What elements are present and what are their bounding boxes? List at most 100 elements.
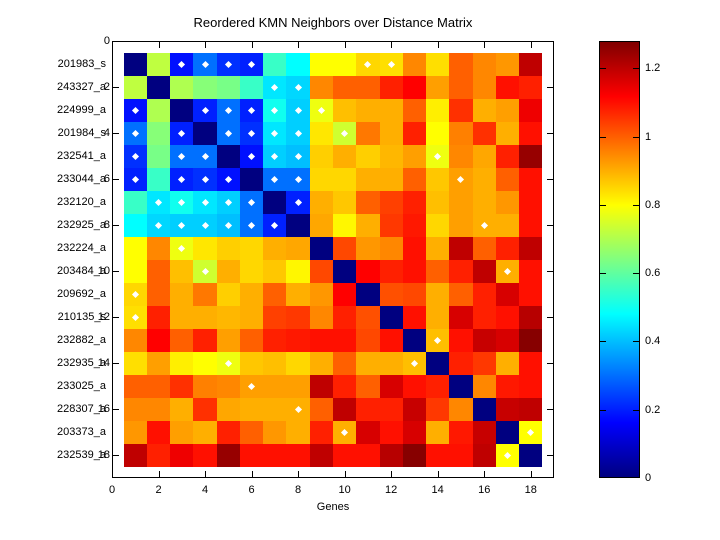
heatmap-cell (473, 444, 496, 467)
heatmap-cell (124, 214, 147, 237)
heatmap-cell (333, 352, 356, 375)
colorbar-tick-mark (633, 68, 639, 69)
heatmap-cell (449, 191, 473, 214)
heatmap-cell (124, 352, 147, 375)
gene-label: 209692_a (57, 288, 106, 300)
heatmap-cell (124, 76, 147, 99)
heatmap-cell (356, 352, 380, 375)
axis-tick-mark (345, 471, 346, 477)
gene-label: 232925_a (57, 219, 106, 231)
axis-tick-mark (113, 179, 119, 180)
heatmap-cell (403, 214, 426, 237)
heatmap-cell (519, 191, 542, 214)
heatmap-cell (473, 237, 496, 260)
heatmap-cell (263, 329, 286, 352)
heatmap-cell (356, 191, 380, 214)
heatmap-cell (263, 444, 286, 467)
heatmap-cell (496, 122, 519, 145)
axis-tick-mark (547, 363, 553, 364)
heatmap-cell (333, 375, 356, 398)
axis-tick-mark (438, 471, 439, 477)
colorbar-tick-mark (633, 205, 639, 206)
axis-tick-mark (547, 41, 553, 42)
heatmap-cell (426, 122, 449, 145)
heatmap-cell (240, 398, 263, 421)
heatmap-cell (193, 76, 217, 99)
heatmap-cell (496, 283, 519, 306)
axis-tick-mark (113, 41, 119, 42)
x-tick-label: 4 (201, 484, 209, 496)
heatmap-cell (147, 260, 170, 283)
gene-label: 228307_a (57, 403, 106, 415)
heatmap-cell (124, 444, 147, 467)
gene-label: 201984_s (57, 127, 106, 139)
heatmap-cell (473, 375, 496, 398)
heatmap-cell (380, 352, 403, 375)
heatmap-cell (380, 122, 403, 145)
y-tick-label: 8 (103, 219, 110, 231)
heatmap-cell (403, 191, 426, 214)
heatmap-cell (449, 398, 473, 421)
axis-tick-mark (252, 471, 253, 477)
chart-title: Reordered KMN Neighbors over Distance Ma… (193, 15, 473, 30)
heatmap-cell (217, 260, 240, 283)
heatmap-cell (193, 122, 217, 145)
axis-tick-mark (484, 42, 485, 48)
heatmap-cell (519, 352, 542, 375)
y-tick-label: 16 (97, 403, 110, 415)
heatmap-cell (240, 421, 263, 444)
axis-tick-mark (298, 42, 299, 48)
heatmap-cell (449, 329, 473, 352)
heatmap-cell (263, 283, 286, 306)
axis-tick-mark (113, 271, 119, 272)
heatmap-cell (426, 53, 449, 76)
heatmap-cell (449, 352, 473, 375)
heatmap-cell (193, 398, 217, 421)
heatmap-cell (310, 237, 333, 260)
axis-tick-mark (113, 225, 119, 226)
heatmap-cell (333, 260, 356, 283)
heatmap-cell (496, 168, 519, 191)
axis-tick-mark (531, 42, 532, 48)
heatmap-cell (403, 168, 426, 191)
heatmap-cell (403, 145, 426, 168)
heatmap-cell (333, 214, 356, 237)
colorbar-tick-mark (600, 273, 606, 274)
heatmap-cell (286, 421, 310, 444)
heatmap-cell (519, 306, 542, 329)
heatmap-cell (380, 76, 403, 99)
heatmap-cell (519, 260, 542, 283)
y-tick-label: 12 (97, 311, 110, 323)
gene-label: 233044_a (57, 173, 106, 185)
heatmap-cell (310, 352, 333, 375)
heatmap-cell (147, 421, 170, 444)
heatmap-cell (519, 122, 542, 145)
axis-tick-mark (112, 471, 113, 477)
heatmap-cell (286, 352, 310, 375)
y-tick-label: 14 (97, 357, 110, 369)
heatmap-cell (310, 283, 333, 306)
heatmap-cell (193, 421, 217, 444)
heatmap-cell (170, 306, 193, 329)
heatmap-cell (217, 283, 240, 306)
heatmap-cell (496, 306, 519, 329)
colorbar-tick-label: 0.8 (645, 198, 661, 211)
axis-tick-mark (547, 409, 553, 410)
heatmap-cell (263, 53, 286, 76)
heatmap-cell (473, 76, 496, 99)
heatmap-cell (519, 145, 542, 168)
axis-tick-mark (438, 42, 439, 48)
heatmap-cell (147, 283, 170, 306)
heatmap-cell (217, 421, 240, 444)
heatmap-cell (356, 260, 380, 283)
gene-label: 224999_a (57, 104, 106, 116)
heatmap-cell (519, 329, 542, 352)
heatmap-cell (403, 237, 426, 260)
heatmap-cell (496, 53, 519, 76)
x-tick-label: 0 (108, 484, 116, 496)
heatmap-cell (473, 306, 496, 329)
heatmap-cell (519, 76, 542, 99)
heatmap-cell (170, 375, 193, 398)
heatmap-cell (147, 145, 170, 168)
heatmap-cell (449, 122, 473, 145)
